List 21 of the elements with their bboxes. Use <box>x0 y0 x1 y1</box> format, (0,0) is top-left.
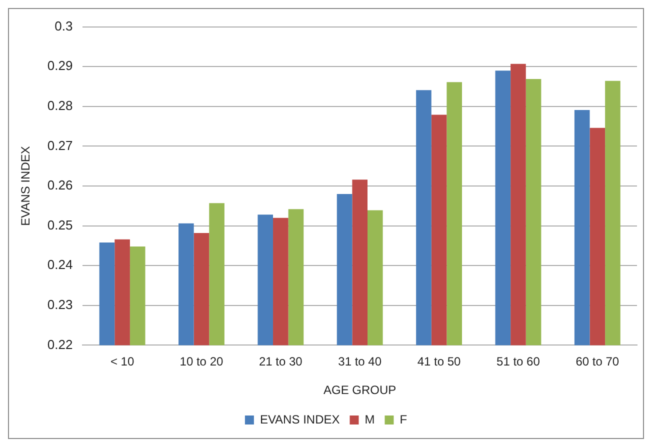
legend-label: EVANS INDEX <box>260 412 340 426</box>
y-tick-label: 0.26 <box>47 178 73 193</box>
x-tick-label: 51 to 60 <box>496 354 540 369</box>
y-tick-label: 0.24 <box>47 257 73 272</box>
legend-label: F <box>400 412 408 426</box>
x-tick-label: 31 to 40 <box>338 354 382 369</box>
y-tick-label: 0.22 <box>47 336 73 352</box>
y-axis-title: EVANS INDEX <box>18 146 33 226</box>
y-tick-label: 0.25 <box>47 217 73 232</box>
legend-label: M <box>364 412 375 426</box>
x-tick-label: 41 to 50 <box>417 354 462 369</box>
y-tick-label: 0.29 <box>47 58 73 74</box>
x-tick-label: 10 to 20 <box>180 354 224 369</box>
y-tick-label: 0.23 <box>47 296 73 312</box>
x-tick-label: 60 to 70 <box>576 354 620 369</box>
y-tick-label: 0.27 <box>47 138 73 153</box>
x-axis-title: AGE GROUP <box>324 383 396 398</box>
x-tick-label: < 10 <box>110 354 134 369</box>
y-tick-label: 0.28 <box>47 98 73 113</box>
x-tick-label: 21 to 30 <box>258 354 303 369</box>
y-tick-label: 0.3 <box>54 18 73 34</box>
